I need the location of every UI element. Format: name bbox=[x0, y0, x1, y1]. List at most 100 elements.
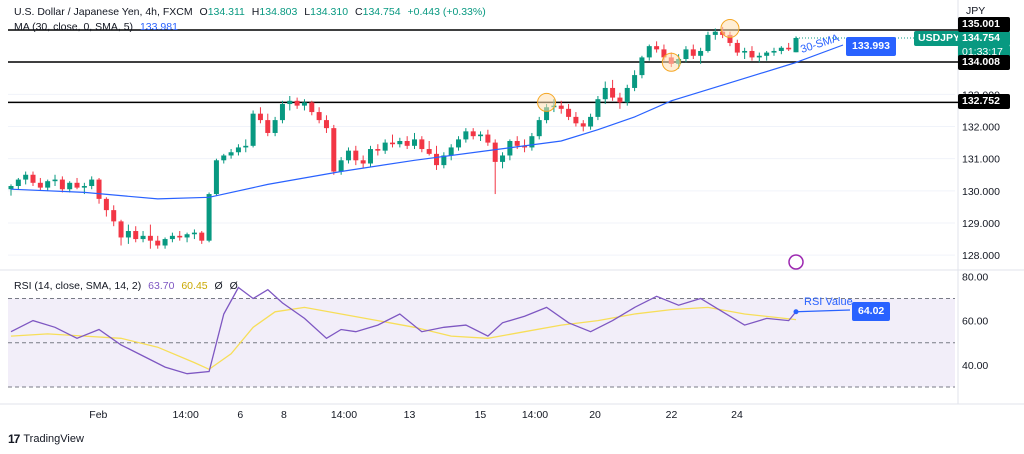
candle-body bbox=[654, 46, 660, 50]
swing-high-marker bbox=[661, 52, 681, 72]
rsi-callout-line bbox=[795, 309, 851, 313]
price-tick-label: 130.000 bbox=[962, 186, 1000, 198]
candle-body bbox=[360, 160, 366, 164]
time-tick-label: 14:00 bbox=[173, 409, 199, 421]
tradingview-logo-icon: 17 bbox=[8, 432, 20, 446]
candle-body bbox=[125, 231, 131, 238]
candle-body bbox=[485, 134, 491, 143]
candle-body bbox=[147, 235, 153, 241]
candle-body bbox=[272, 120, 278, 133]
rsi-tick-label: 80.00 bbox=[962, 271, 988, 283]
candle-body bbox=[558, 105, 564, 109]
candle-body bbox=[37, 182, 43, 188]
candle-body bbox=[81, 186, 87, 188]
close-value: 134.754 bbox=[362, 6, 401, 18]
candle-body bbox=[213, 160, 219, 195]
candle-body bbox=[133, 231, 139, 240]
candle-body bbox=[632, 75, 638, 88]
candle-body bbox=[742, 50, 748, 53]
candle-body bbox=[59, 179, 65, 190]
candle-body bbox=[191, 232, 197, 235]
candle-body bbox=[301, 102, 307, 106]
candle-body bbox=[294, 100, 300, 106]
time-tick-label: 20 bbox=[589, 409, 601, 421]
candle-body bbox=[184, 234, 190, 238]
candle-body bbox=[463, 131, 469, 140]
candle-body bbox=[309, 102, 315, 113]
candle-body bbox=[389, 142, 395, 145]
price-tick-label: 128.000 bbox=[962, 250, 1000, 262]
candle-body bbox=[206, 194, 212, 241]
candle-body bbox=[522, 145, 528, 148]
level-132752-badge: 132.752 bbox=[958, 94, 1010, 109]
candle-body bbox=[221, 155, 227, 161]
rsi-callout-point bbox=[793, 309, 799, 315]
candle-body bbox=[8, 186, 14, 190]
candle-body bbox=[705, 34, 711, 51]
ma-label: MA (30, close, 0, SMA, 5) bbox=[14, 21, 134, 33]
candle-body bbox=[470, 131, 476, 137]
candle-body bbox=[316, 112, 322, 121]
time-tick-label: 6 bbox=[237, 409, 243, 421]
open-label: O bbox=[199, 6, 208, 18]
open-value: 134.311 bbox=[207, 6, 245, 18]
time-tick-label: 14:00 bbox=[331, 409, 357, 421]
candle-body bbox=[367, 149, 373, 164]
ma-value: 133.981 bbox=[139, 21, 178, 33]
candle-body bbox=[683, 49, 689, 60]
rsi-legend[interactable]: RSI (14, close, SMA, 14, 2) 63.70 60.45 … bbox=[14, 280, 242, 292]
time-tick-label: 15 bbox=[475, 409, 487, 421]
candle-body bbox=[712, 31, 718, 35]
symbol-title: U.S. Dollar / Japanese Yen, 4h, FXCM bbox=[14, 6, 193, 18]
candle-body bbox=[778, 47, 784, 51]
candle-body bbox=[734, 42, 740, 53]
candle-body bbox=[617, 97, 623, 103]
candle-body bbox=[426, 149, 432, 154]
candle-body bbox=[588, 116, 594, 127]
rsi-sma-value: 60.45 bbox=[181, 280, 208, 292]
price-tick-label: 131.000 bbox=[962, 154, 1000, 166]
candle-body bbox=[45, 181, 51, 188]
rsi-price-callout: 64.02 bbox=[852, 302, 891, 321]
rsi-value: 63.70 bbox=[148, 280, 175, 292]
candle-body bbox=[331, 128, 337, 172]
ma-legend[interactable]: MA (30, close, 0, SMA, 5) 133.981 bbox=[14, 21, 182, 33]
candle-body bbox=[448, 147, 454, 156]
time-tick-label: 14:00 bbox=[522, 409, 548, 421]
time-tick-label: 22 bbox=[666, 409, 678, 421]
sma-line bbox=[10, 61, 797, 200]
candle-body bbox=[111, 210, 117, 222]
candle-body bbox=[793, 37, 799, 53]
symbol-legend: U.S. Dollar / Japanese Yen, 4h, FXCM O13… bbox=[14, 6, 490, 18]
candle-body bbox=[250, 113, 256, 146]
candle-body bbox=[345, 150, 351, 161]
close-label: C bbox=[355, 6, 363, 18]
candle-body bbox=[764, 52, 770, 56]
candle-body bbox=[15, 179, 21, 187]
candle-body bbox=[177, 235, 183, 238]
swing-high-marker bbox=[720, 18, 740, 38]
candle-body bbox=[228, 152, 234, 156]
footer-brand[interactable]: 17 TradingView bbox=[8, 432, 84, 446]
rsi-tick-label: 60.00 bbox=[962, 316, 988, 328]
candle-body bbox=[573, 116, 579, 124]
rsi-extra-1: Ø bbox=[214, 280, 223, 292]
candle-body bbox=[169, 235, 175, 240]
candle-body bbox=[544, 107, 550, 121]
candle-body bbox=[155, 240, 161, 246]
brand-name: TradingView bbox=[23, 433, 84, 445]
swing-high-marker bbox=[537, 92, 557, 112]
candle-body bbox=[382, 142, 388, 151]
rsi-label: RSI (14, close, SMA, 14, 2) bbox=[14, 280, 142, 292]
candle-body bbox=[661, 49, 667, 58]
change-value: +0.443 (+0.33%) bbox=[407, 6, 486, 18]
candle-body bbox=[514, 141, 520, 146]
candle-body bbox=[434, 153, 440, 166]
candle-body bbox=[235, 147, 241, 153]
candle-body bbox=[566, 108, 572, 117]
currency-label: JPY bbox=[966, 5, 986, 17]
candle-body bbox=[536, 120, 542, 137]
candle-body bbox=[529, 136, 535, 148]
candle-body bbox=[441, 155, 447, 166]
